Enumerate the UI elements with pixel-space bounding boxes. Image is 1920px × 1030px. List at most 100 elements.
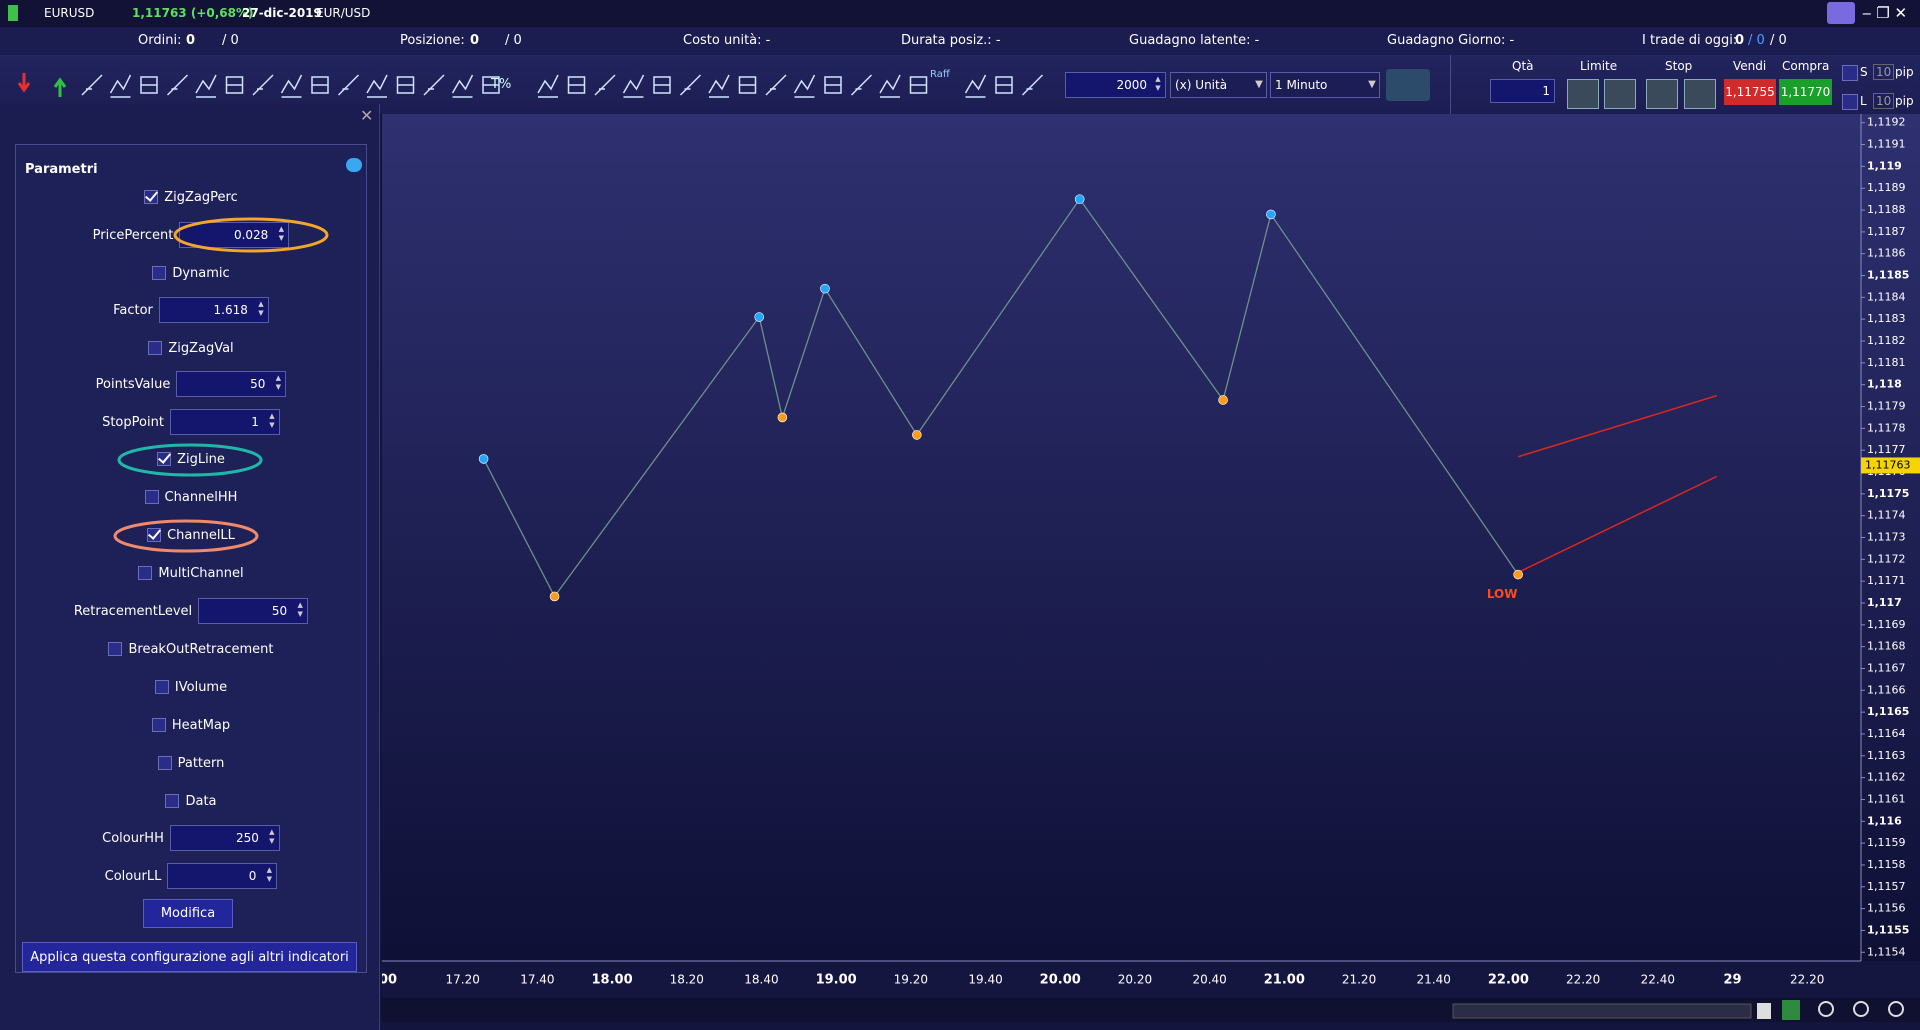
tool-icon[interactable]	[879, 74, 901, 98]
tool-icon[interactable]	[366, 74, 388, 98]
tool-icon[interactable]	[995, 76, 1013, 94]
tool-icon[interactable]	[53, 77, 67, 97]
stop-sell[interactable]	[1684, 79, 1716, 109]
tool-icon[interactable]	[738, 76, 757, 94]
number-input[interactable]: 0.028 ▲ ▼	[179, 222, 290, 248]
spinner[interactable]: ▲ ▼	[266, 866, 273, 883]
sell-button[interactable]: 1,11755	[1724, 79, 1776, 105]
s-pips[interactable]: 10	[1873, 64, 1895, 80]
tool-icon[interactable]	[166, 74, 189, 96]
tool-icon[interactable]	[225, 76, 244, 94]
checkbox[interactable]	[147, 528, 162, 542]
param-row: ChannelLL	[15, 522, 367, 548]
tool-icon[interactable]	[396, 76, 415, 94]
y-tick-label: 1,1167	[1867, 661, 1906, 674]
tool-icon[interactable]	[679, 74, 702, 96]
tool-label[interactable]: T%	[491, 77, 512, 92]
tool-icon[interactable]	[109, 74, 132, 98]
tool-label[interactable]: Raff	[930, 69, 950, 80]
tool-icon[interactable]	[17, 73, 31, 93]
tool-icon[interactable]	[850, 74, 873, 96]
checkbox[interactable]	[108, 642, 123, 656]
limit-buy[interactable]	[1567, 79, 1599, 109]
spinner[interactable]: ▲ ▼	[275, 374, 282, 391]
tool-icon[interactable]	[195, 74, 217, 98]
units-select[interactable]: (x) Unità ▼	[1170, 72, 1267, 98]
tool-icon[interactable]	[482, 76, 500, 94]
qty-input[interactable]: 1	[1490, 79, 1555, 103]
param-row: ZigLine	[15, 446, 367, 472]
x-tick-label: 22.20	[1566, 973, 1600, 987]
checkbox[interactable]	[157, 452, 172, 466]
number-input[interactable]: 50 ▲ ▼	[176, 371, 287, 397]
checkbox[interactable]	[151, 718, 166, 732]
limit-sell[interactable]	[1604, 79, 1636, 109]
l-unit: pip	[1895, 94, 1914, 108]
tool-icon[interactable]	[451, 74, 474, 98]
number-input[interactable]: 250 ▲ ▼	[169, 825, 280, 851]
y-tick-label: 1,1156	[1867, 902, 1906, 915]
bars-input[interactable]: 2000 ▲ ▼	[1065, 72, 1166, 98]
tool-icon[interactable]	[81, 74, 103, 96]
limit-label: Limite	[1580, 59, 1618, 73]
checkbox[interactable]	[148, 341, 163, 355]
tool-icon[interactable]	[337, 74, 360, 96]
param-value: 50	[271, 604, 288, 618]
tool-icon[interactable]	[280, 74, 303, 98]
number-input[interactable]: 1.618 ▲ ▼	[158, 297, 269, 323]
dropdown-arrow[interactable]: ▼	[1255, 79, 1263, 90]
checkbox[interactable]	[152, 266, 167, 280]
tool-icon[interactable]	[252, 74, 274, 96]
l-checkbox[interactable]	[1842, 94, 1858, 110]
spinner[interactable]: ▲ ▼	[258, 300, 264, 317]
indicator-button[interactable]	[1386, 69, 1430, 101]
symbol[interactable]: EURUSD	[44, 6, 95, 20]
zigzag-line	[483, 198, 1519, 598]
dropdown-arrow[interactable]: ▼	[1368, 79, 1376, 90]
s-checkbox[interactable]	[1842, 65, 1858, 81]
timeframe-select[interactable]: 1 Minuto ▼	[1270, 72, 1380, 98]
tool-icon[interactable]	[423, 74, 445, 96]
spinner[interactable]: ▲ ▼	[269, 828, 275, 845]
number-input[interactable]: 0 ▲ ▼	[167, 863, 278, 889]
tool-icon[interactable]	[311, 76, 329, 94]
spinner[interactable]: ▲ ▼	[297, 601, 303, 618]
checkbox[interactable]	[154, 680, 169, 694]
help-icon[interactable]	[346, 158, 362, 172]
tool-icon[interactable]	[567, 76, 586, 94]
close-button[interactable]: ✕	[360, 106, 374, 125]
tool-icon[interactable]	[1021, 74, 1044, 96]
tool-icon[interactable]	[765, 74, 787, 96]
tool-icon[interactable]	[622, 74, 645, 98]
channel-line	[1517, 394, 1718, 458]
tool-icon[interactable]	[594, 74, 616, 96]
stop-buy[interactable]	[1646, 79, 1678, 109]
checkbox[interactable]	[165, 794, 180, 808]
zoom-tools[interactable]	[1782, 1000, 1904, 1020]
checkbox[interactable]	[144, 190, 159, 204]
window-controls[interactable]: ‒ ❐ ✕	[1862, 4, 1908, 22]
checkbox[interactable]	[144, 490, 159, 504]
scroll-right[interactable]	[1757, 1003, 1771, 1019]
tool-icon[interactable]	[909, 76, 928, 94]
tool-icon[interactable]	[964, 74, 987, 98]
tool-icon[interactable]	[140, 76, 158, 94]
spinner[interactable]: ▲ ▼	[269, 412, 275, 429]
l-pips[interactable]: 10	[1873, 93, 1895, 109]
checkbox[interactable]	[157, 756, 172, 770]
tool-icon[interactable]	[708, 74, 730, 98]
buy-button[interactable]: 1,11770	[1779, 79, 1832, 105]
keyboard-button[interactable]	[1827, 2, 1855, 24]
number-input[interactable]: 1 ▲ ▼	[169, 409, 280, 435]
spinner[interactable]: ▲ ▼	[1155, 75, 1161, 92]
checkbox[interactable]	[138, 566, 153, 580]
spinner[interactable]: ▲ ▼	[278, 225, 284, 242]
tool-icon[interactable]	[824, 76, 842, 94]
number-input[interactable]: 50 ▲ ▼	[198, 598, 309, 624]
tool-icon[interactable]	[653, 76, 671, 94]
apply-button[interactable]: Applica questa configurazione agli altri…	[22, 942, 357, 972]
modify-button[interactable]: Modifica	[143, 899, 233, 928]
tool-icon[interactable]	[537, 74, 559, 98]
scrollbar-handle[interactable]	[1452, 1003, 1752, 1019]
tool-icon[interactable]	[793, 74, 816, 98]
